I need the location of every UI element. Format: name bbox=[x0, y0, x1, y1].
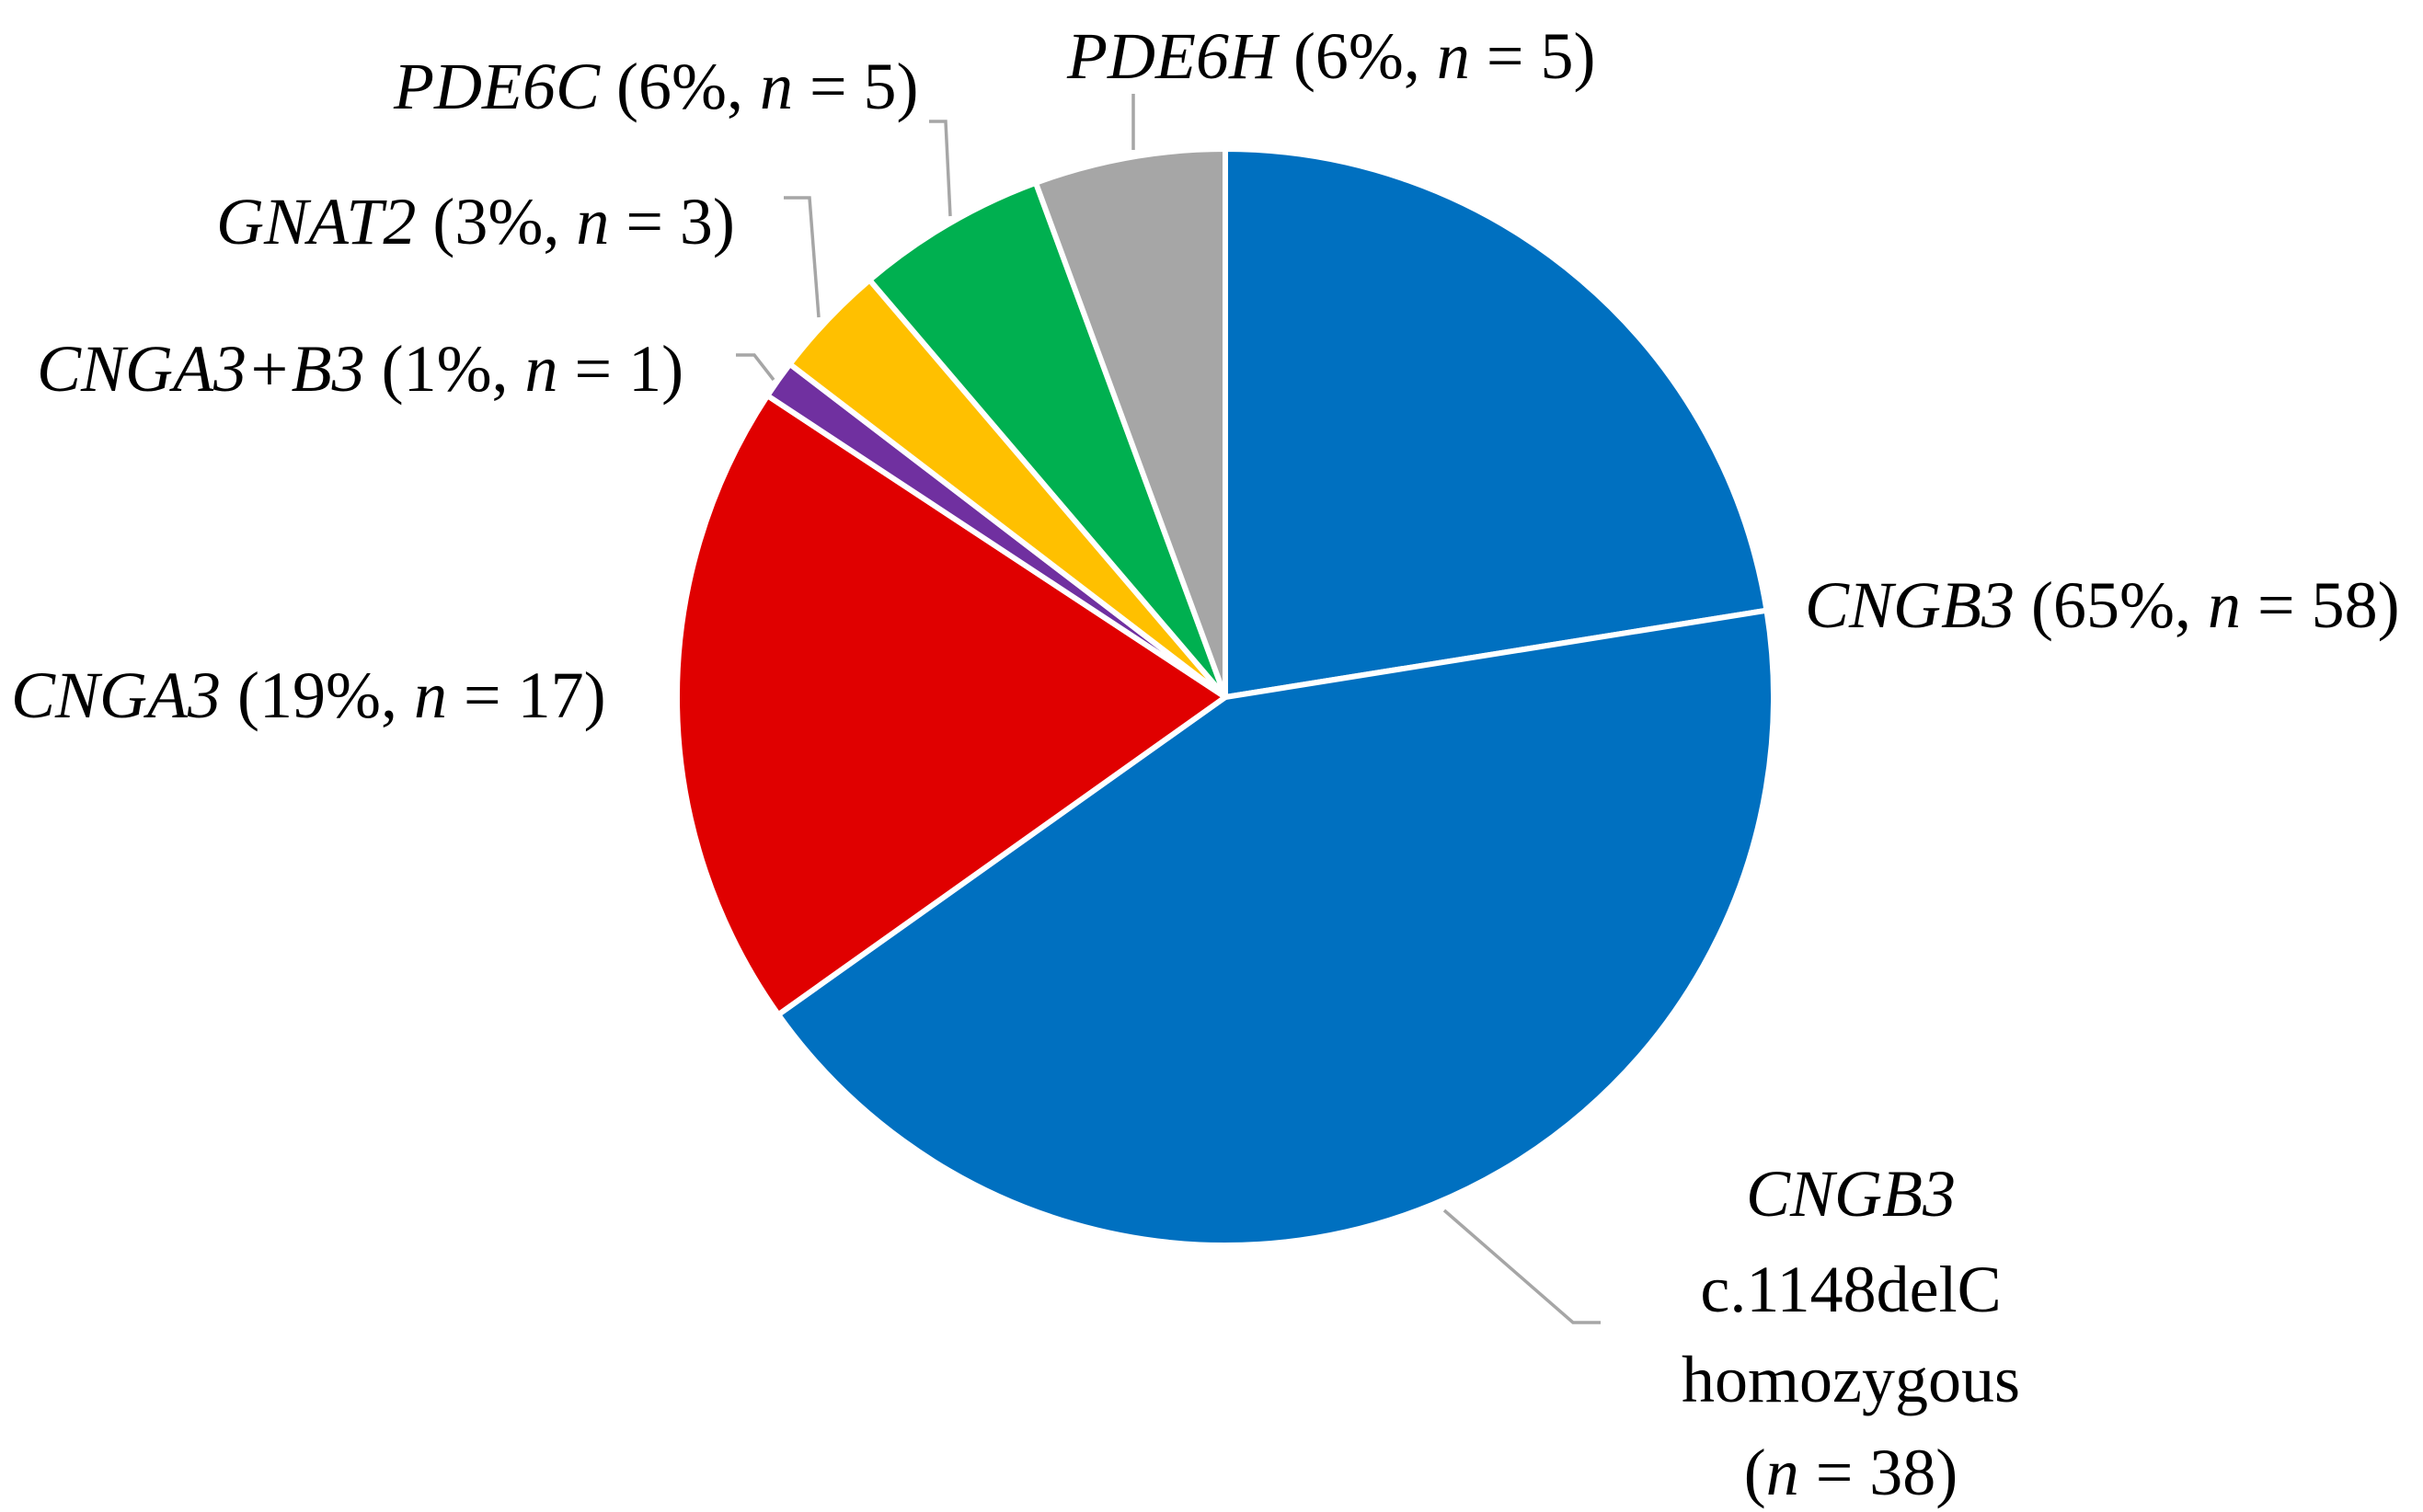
label-cnga3: CNGA3 (19%, n = 17) bbox=[11, 659, 606, 732]
leader-line-pde6c bbox=[929, 120, 952, 217]
pie-slice-pde6h bbox=[1032, 146, 1228, 700]
label-cngb3-homozygous-line4: (n = 38) bbox=[1744, 1436, 1958, 1509]
label-cngb3-other: CNGB3 (65%, n = 58) bbox=[1805, 568, 2400, 642]
leader-line-gnat2 bbox=[784, 196, 821, 318]
label-cngb3-homozygous-line3: homozygous bbox=[1682, 1343, 2020, 1416]
pie-slice-cngb3_homo bbox=[775, 607, 1776, 1249]
pie-slices bbox=[674, 146, 1776, 1249]
label-cngb3-homozygous-line2: c.1148delC bbox=[1700, 1253, 2001, 1326]
label-pde6c: PDE6C (6%, n = 5) bbox=[393, 50, 919, 123]
label-cnga3b3: CNGA3+B3 (1%, n = 1) bbox=[37, 332, 683, 406]
label-pde6h: PDE6H (6%, n = 5) bbox=[1066, 19, 1596, 93]
pie-slice-cnga3 bbox=[674, 393, 1228, 1018]
pie-slice-pde6c bbox=[867, 179, 1228, 700]
leader-line-cnga3b3 bbox=[736, 353, 775, 382]
label-cngb3-homozygous: CNGB3 bbox=[1746, 1157, 1956, 1231]
leader-line-cngb3-homo bbox=[1442, 1208, 1601, 1324]
label-gnat2: GNAT2 (3%, n = 3) bbox=[216, 185, 735, 258]
pie-slice-cngb3_other bbox=[1223, 146, 1770, 700]
